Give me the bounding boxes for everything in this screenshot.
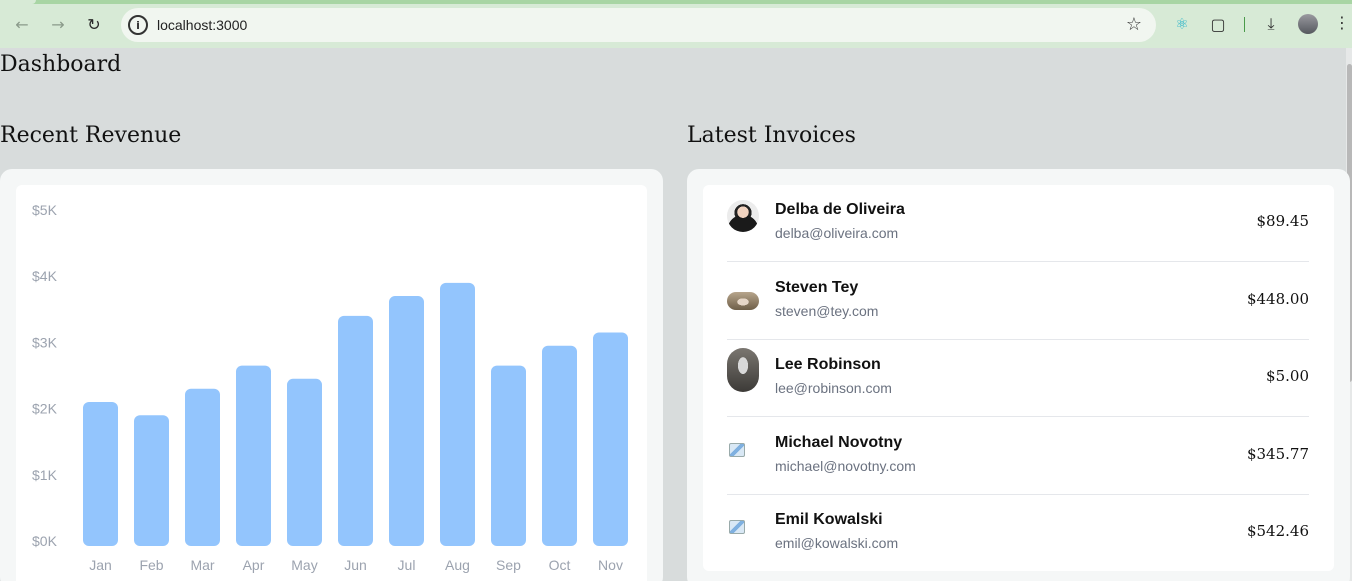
invoice-amount: $448.00: [1246, 289, 1309, 308]
bar-sep: [491, 365, 526, 546]
avatar: [727, 442, 759, 475]
reload-icon[interactable]: ↻: [87, 14, 101, 34]
bar-may: [287, 378, 322, 546]
x-tick-label: Jan: [89, 557, 112, 573]
bar-jun: [338, 315, 373, 546]
x-tick-label: Mar: [190, 557, 214, 573]
site-info-icon[interactable]: i: [128, 15, 148, 35]
invoices-section-title: Latest Invoices: [687, 123, 856, 148]
revenue-chart-panel: $0K $1K $2K $3K $4K $5K Jan Feb Mar Apr May Jun Jul A…: [16, 185, 647, 581]
avatar: [727, 348, 759, 392]
revenue-section-title: Recent Revenue: [0, 123, 182, 148]
invoice-amount: $89.45: [1256, 212, 1310, 230]
page-title: Dashboard: [0, 52, 122, 77]
profile-avatar-icon[interactable]: [1298, 14, 1318, 34]
x-tick-label: Jun: [344, 557, 367, 573]
back-arrow-icon[interactable]: ←: [15, 14, 29, 34]
bar-feb: [134, 415, 169, 546]
invoice-row: Delba de Oliveira delba@oliveira.com $89.4…: [727, 185, 1309, 262]
customer-name: Lee Robinson: [775, 356, 881, 373]
avatar: [727, 520, 759, 552]
x-tick-label: May: [291, 557, 317, 573]
revenue-bar-chart: $0K $1K $2K $3K $4K $5K Jan Feb Mar Apr May Jun Jul A…: [32, 202, 628, 573]
avatar: [727, 200, 759, 232]
invoices-card: Delba de Oliveira delba@oliveira.com $89.4…: [687, 169, 1350, 581]
bookmark-star-icon[interactable]: ☆: [1125, 14, 1142, 35]
broken-image-icon: [729, 520, 745, 534]
customer-email: lee@robinson.com: [775, 380, 892, 396]
toolbar-separator: [1244, 17, 1245, 32]
invoice-amount: $542.46: [1246, 522, 1309, 540]
customer-name: Delba de Oliveira: [775, 201, 905, 218]
x-tick-label: Jul: [398, 557, 416, 573]
address-bar[interactable]: i localhost:3000 ☆: [121, 8, 1156, 42]
more-menu-icon[interactable]: ⋮: [1334, 13, 1350, 32]
customer-name: Michael Novotny: [775, 433, 903, 451]
bar-aug: [440, 282, 475, 546]
y-tick-label: $0K: [32, 533, 58, 549]
x-tick-label: Oct: [549, 557, 571, 573]
customer-email: delba@oliveira.com: [775, 225, 899, 241]
invoice-amount: $345.77: [1246, 444, 1309, 463]
y-tick-label: $5K: [32, 202, 58, 218]
extensions-icon[interactable]: ▢: [1210, 14, 1226, 34]
row-divider: [727, 261, 1309, 262]
tab-strip: [0, 0, 1352, 4]
y-tick-label: $1K: [32, 467, 58, 483]
customer-email: michael@novotny.com: [775, 457, 916, 474]
invoice-amount: $5.00: [1266, 367, 1309, 385]
y-tick-label: $3K: [32, 334, 58, 350]
active-tab-edge: [0, 0, 36, 4]
y-tick-label: $2K: [32, 401, 58, 417]
x-tick-label: Apr: [243, 557, 265, 573]
invoice-row: Emil Kowalski emil@kowalski.com $542.46: [727, 495, 1309, 572]
x-tick-label: Feb: [139, 557, 163, 573]
bar-jul: [389, 296, 424, 546]
download-icon[interactable]: ⤓: [1267, 14, 1275, 33]
invoice-row: Michael Novotny michael@novotny.com $345.7…: [727, 418, 1309, 495]
url-text[interactable]: localhost:3000: [157, 17, 248, 33]
customer-email: steven@tey.com: [775, 302, 879, 319]
customer-name: Steven Tey: [775, 278, 859, 296]
customer-name: Emil Kowalski: [775, 511, 883, 528]
bar-apr: [236, 365, 271, 546]
bar-jan: [83, 401, 118, 546]
bar-oct: [542, 345, 577, 546]
react-devtools-icon[interactable]: ⚛: [1175, 15, 1189, 33]
x-tick-label: Nov: [598, 557, 623, 573]
customer-email: emil@kowalski.com: [775, 535, 899, 551]
x-tick-label: Sep: [496, 557, 521, 573]
invoice-list: Delba de Oliveira delba@oliveira.com $89.4…: [703, 185, 1334, 571]
invoice-row: Lee Robinson lee@robinson.com $5.00: [727, 340, 1309, 417]
bar-nov: [593, 332, 628, 546]
broken-image-icon: [729, 442, 745, 457]
x-tick-label: Aug: [445, 557, 470, 573]
row-divider: [727, 416, 1309, 417]
browser-toolbar: ← → ↻ i localhost:3000 ☆ ⚛ ▢ ⤓ ⋮: [0, 0, 1352, 48]
avatar: [727, 291, 759, 310]
row-divider: [727, 338, 1309, 340]
y-tick-label: $4K: [32, 268, 58, 284]
bar-mar: [185, 388, 220, 546]
forward-arrow-icon[interactable]: →: [51, 14, 65, 34]
row-divider: [727, 493, 1309, 495]
revenue-card: $0K $1K $2K $3K $4K $5K Jan Feb Mar Apr May Jun Jul A…: [0, 169, 663, 581]
invoice-row: Steven Tey steven@tey.com $448.00: [727, 263, 1309, 340]
